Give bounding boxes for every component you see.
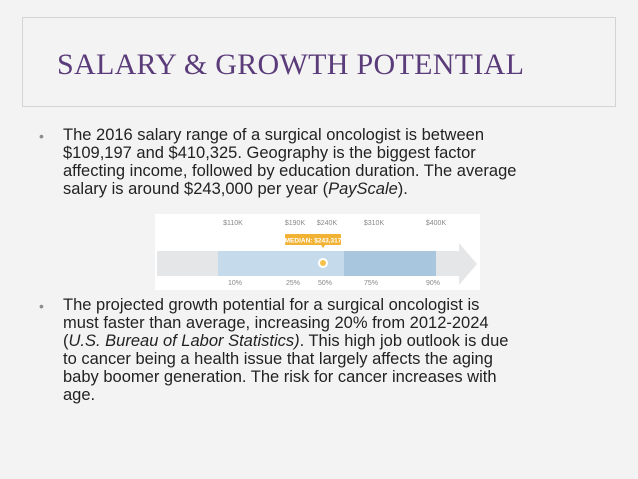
bullet-line: baby boomer generation. The risk for can…	[63, 368, 497, 386]
slide-title: SALARY & GROWTH POTENTIAL	[57, 48, 525, 81]
top-label-310k: $310K	[364, 220, 385, 227]
bottom-label-25: 25%	[286, 280, 300, 287]
top-label-110k: $110K	[223, 220, 243, 227]
top-label-400k: $400K	[426, 220, 447, 227]
band-25-75	[280, 251, 344, 276]
bullet-text-part: . This high job outlook is due	[299, 332, 509, 350]
bullet-text: The projected growth potential for a sur…	[63, 296, 583, 404]
top-label-240k: $240K	[317, 220, 338, 227]
salary-range-chart: MEDIAN: $243,317 $110K $190K $240K $310K…	[155, 214, 480, 290]
bullet-line: age.	[63, 386, 96, 404]
bullet-line: $109,197 and $410,325. Geography is the …	[63, 144, 476, 162]
bullet-line: salary is around $243,000 per year (PayS…	[63, 180, 583, 198]
source-payscale: PayScale	[328, 180, 398, 198]
bullet-text-part: (	[63, 332, 69, 350]
top-label-190k: $190K	[285, 220, 306, 227]
bullet-text-part: salary is around $243,000 per year (	[63, 180, 329, 198]
bottom-label-50: 50%	[318, 280, 332, 287]
bullet-line: The projected growth potential for a sur…	[63, 296, 480, 314]
bullet-line: (U.S. Bureau of Labor Statistics). This …	[63, 332, 583, 350]
median-badge	[285, 234, 341, 245]
median-pointer	[321, 245, 325, 248]
bullet-salary-range: • The 2016 salary range of a surgical on…	[39, 126, 579, 206]
bullet-line: The 2016 salary range of a surgical onco…	[63, 126, 484, 144]
bullet-line: to cancer being a health issue that larg…	[63, 350, 493, 368]
title-frame	[22, 17, 616, 107]
bullet-dot-icon: •	[39, 128, 44, 144]
bullet-text: The 2016 salary range of a surgical onco…	[63, 126, 583, 198]
median-dot-icon	[320, 260, 326, 266]
bullet-dot-icon: •	[39, 298, 44, 314]
bottom-label-10: 10%	[228, 280, 242, 287]
bullet-line: must faster than average, increasing 20%…	[63, 314, 489, 332]
band-10-25	[218, 251, 280, 276]
median-label: MEDIAN: $243,317	[285, 238, 342, 245]
bottom-label-75: 75%	[364, 280, 378, 287]
band-75-90	[402, 251, 436, 276]
bullet-growth-potential: • The projected growth potential for a s…	[39, 296, 579, 416]
bottom-label-90: 90%	[426, 280, 440, 287]
band-50-75	[344, 251, 402, 276]
salary-chart-graphic: MEDIAN: $243,317 $110K $190K $240K $310K…	[157, 220, 477, 287]
bullet-text-part: ).	[397, 180, 408, 198]
source-bls: U.S. Bureau of Labor Statistics)	[68, 332, 300, 350]
bullet-line: affecting income, followed by education …	[63, 162, 517, 180]
